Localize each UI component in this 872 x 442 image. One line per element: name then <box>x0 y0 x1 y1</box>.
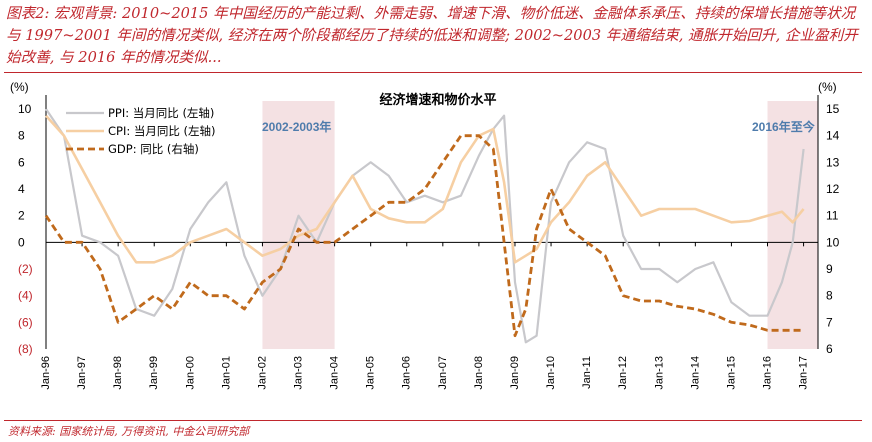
series-line-ppi <box>45 108 805 344</box>
x-tick-label: Jan-99 <box>148 356 160 390</box>
x-tick-label: Jan-01 <box>220 356 232 390</box>
x-tick-label: Jan-16 <box>761 356 773 390</box>
right-tick-label: 9 <box>826 262 833 276</box>
right-tick-label: 13 <box>826 155 840 169</box>
annotation-2002-2003: 2002-2003年 <box>262 119 331 134</box>
x-tick-label: Jan-14 <box>689 356 701 390</box>
x-tick-label: Jan-08 <box>473 356 485 390</box>
right-tick-label: 10 <box>826 235 840 249</box>
x-tick-label: Jan-15 <box>725 356 737 390</box>
x-tick-label: Jan-00 <box>184 356 196 390</box>
left-tick-label: 4 <box>18 182 25 196</box>
x-tick-label: Jan-07 <box>437 356 449 390</box>
x-tick-label: Jan-11 <box>581 356 593 389</box>
right-tick-label: 8 <box>826 289 833 303</box>
caption-divider <box>4 72 862 73</box>
right-axis-unit: (%) <box>818 80 837 94</box>
source-note: 资料来源: 国家统计局, 万得资讯, 中金公司研究部 <box>8 425 250 438</box>
shaded-period-0 <box>262 101 335 349</box>
left-tick-label: 6 <box>18 155 25 169</box>
left-tick-label: (6) <box>18 315 33 329</box>
annotation-2016: 2016年至今 <box>752 119 816 134</box>
x-tick-label: Jan-09 <box>509 356 521 390</box>
left-tick-label: 2 <box>18 209 25 223</box>
shaded-periods <box>262 101 818 349</box>
legend-label-cpi: CPI: 当月同比 (左轴) <box>108 124 216 138</box>
x-tick-label: Jan-17 <box>798 356 810 390</box>
left-tick-label: 10 <box>18 102 32 116</box>
left-tick-label: 8 <box>18 129 25 143</box>
x-tick-label: Jan-98 <box>112 356 124 390</box>
source-divider <box>4 420 862 421</box>
chart-title: 经济增速和物价水平 <box>379 92 496 108</box>
series-lines <box>44 108 805 344</box>
x-tick-label: Jan-10 <box>545 356 557 390</box>
x-tick-label: Jan-12 <box>617 356 629 390</box>
x-tick-label: Jan-96 <box>40 356 52 390</box>
left-tick-label: (4) <box>18 289 33 303</box>
x-tick-label: Jan-04 <box>329 356 341 390</box>
left-axis-unit: (%) <box>10 80 29 94</box>
x-tick-label: Jan-03 <box>293 356 305 390</box>
right-tick-label: 12 <box>826 182 840 196</box>
x-tick-label: Jan-13 <box>653 356 665 390</box>
figure-caption: 图表2: 宏观背景: 2010~2015 年中国经历的产能过剩、外需走弱、增速下… <box>6 5 858 66</box>
x-tick-label: Jan-97 <box>76 356 88 390</box>
legend-label-ppi: PPI: 当月同比 (左轴) <box>108 106 214 120</box>
right-tick-label: 15 <box>826 102 840 116</box>
left-tick-label: (2) <box>18 262 33 276</box>
x-tick-label: Jan-05 <box>365 356 377 390</box>
series-line-gdp <box>44 134 804 338</box>
left-tick-label: (8) <box>18 342 33 356</box>
x-tick-label: Jan-06 <box>401 356 413 390</box>
x-tick-label: Jan-02 <box>256 356 268 390</box>
left-tick-label: 0 <box>18 235 25 249</box>
shaded-period-1 <box>767 101 818 349</box>
axes <box>45 95 819 349</box>
right-tick-label: 14 <box>826 129 840 143</box>
right-tick-label: 6 <box>826 342 833 356</box>
legend-label-gdp: GDP: 同比 (右轴) <box>108 142 199 156</box>
legend: PPI: 当月同比 (左轴) CPI: 当月同比 (左轴) GDP: 同比 (右… <box>66 106 216 156</box>
right-tick-label: 7 <box>826 315 833 329</box>
axis-labels: 10 8 6 4 2 0 (2) (4) (6) (8) 15 14 13 12 11 10 9 8 7 6 Jan-9… <box>18 102 840 390</box>
right-tick-label: 11 <box>826 209 839 223</box>
series-line-cpi <box>45 114 805 264</box>
